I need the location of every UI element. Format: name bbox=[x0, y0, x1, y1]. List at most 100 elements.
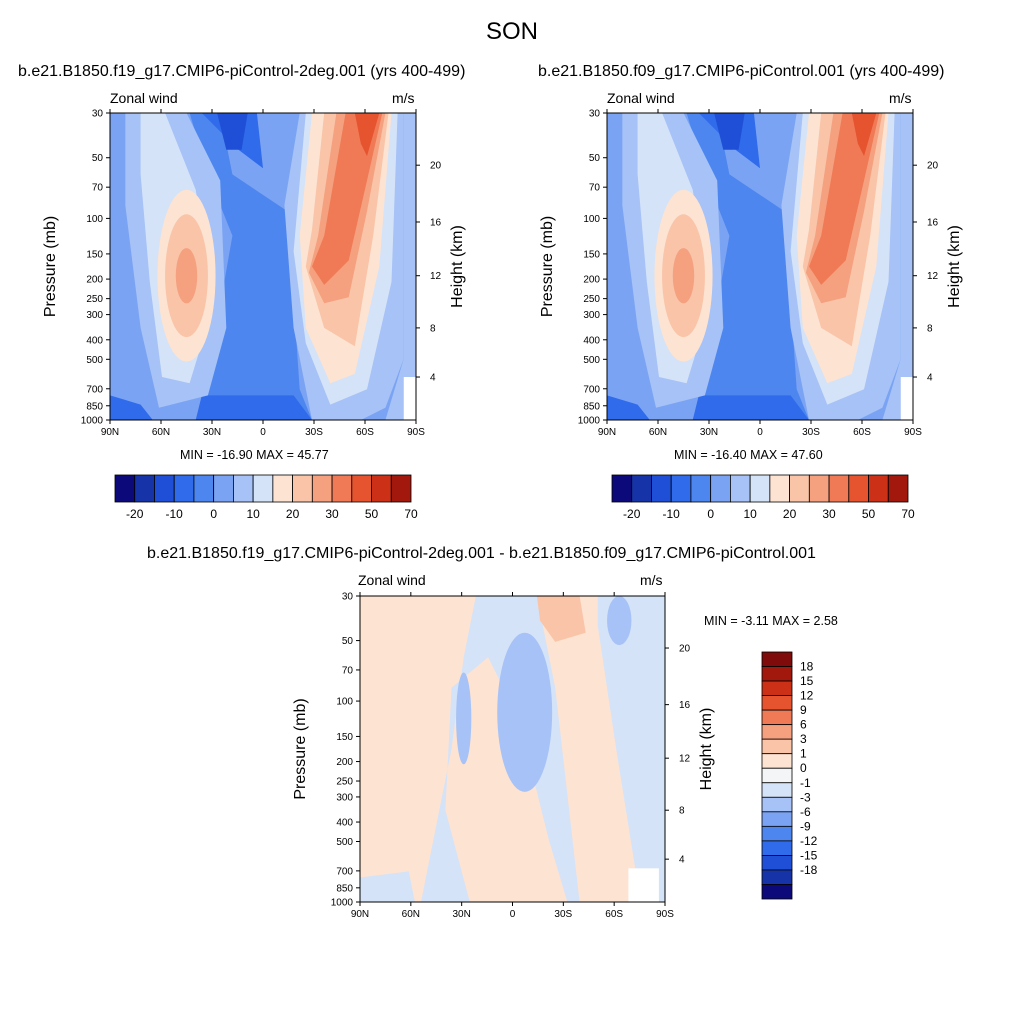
colorbar-swatch bbox=[631, 474, 652, 503]
colorbar-swatch bbox=[761, 680, 793, 696]
contour-fill bbox=[672, 248, 695, 304]
y-tick-label: 150 bbox=[336, 732, 353, 743]
colorbar-swatch bbox=[331, 474, 353, 503]
y-tick-label: 250 bbox=[86, 294, 103, 305]
contour-fill bbox=[607, 395, 650, 420]
page-title: SON bbox=[485, 18, 538, 45]
plot-frame-2: 90N 60N 30N 0 30S 60S 90S 30 50 70 100 150 200 250 300… bbox=[539, 109, 963, 439]
colorbar-label: -18 bbox=[800, 863, 818, 877]
y-tick-label: 100 bbox=[336, 697, 353, 708]
plot-frame-3: 90N 60N 30N 0 30S 60S 90S 30 50 70 100 150 200 250 300… bbox=[292, 592, 715, 921]
contour-fill bbox=[360, 871, 415, 902]
x-tick-label: 60N bbox=[402, 909, 420, 920]
colorbar-label: 1 bbox=[800, 747, 807, 761]
colorbar-label: 50 bbox=[862, 507, 876, 521]
x-tick-label: 30N bbox=[203, 427, 221, 438]
contour-fill bbox=[809, 113, 880, 285]
y-tick-label: 850 bbox=[583, 401, 600, 412]
colorbar-label: 30 bbox=[325, 507, 339, 521]
contour-plot-3 bbox=[360, 596, 665, 902]
x-tick-label: 90S bbox=[407, 427, 425, 438]
colorbar-swatch bbox=[769, 474, 790, 503]
y-right-tick-label: 8 bbox=[927, 323, 933, 334]
x-tick-label: 30S bbox=[802, 427, 820, 438]
panel-2-variable-label: Zonal wind bbox=[607, 90, 675, 106]
y-right-tick-label: 12 bbox=[679, 754, 691, 765]
y-right-tick-label: 16 bbox=[430, 217, 442, 228]
y-right-tick-label: 4 bbox=[430, 373, 436, 384]
y-tick-label: 50 bbox=[589, 153, 601, 164]
contour-fill bbox=[312, 113, 383, 285]
x-tick-label: 30S bbox=[554, 909, 572, 920]
y-tick-label: 300 bbox=[583, 310, 600, 321]
y-tick-label: 700 bbox=[86, 384, 103, 395]
colorbar-swatch bbox=[670, 474, 692, 503]
x-tick-label: 0 bbox=[260, 427, 266, 438]
y-tick-label: 850 bbox=[336, 883, 353, 894]
y-right-tick-label: 12 bbox=[430, 271, 442, 282]
contour-fill bbox=[195, 395, 312, 420]
contour-fill bbox=[582, 739, 614, 899]
colorbar-label: 20 bbox=[286, 507, 300, 521]
contour-fill bbox=[607, 596, 632, 645]
colorbar-label: 10 bbox=[743, 507, 757, 521]
panel-2-units-label: m/s bbox=[889, 90, 912, 106]
y-tick-label: 70 bbox=[589, 183, 601, 194]
y-tick-label: 200 bbox=[583, 275, 600, 286]
colorbar-swatch bbox=[749, 474, 771, 503]
contour-plot-1 bbox=[110, 113, 416, 420]
y-tick-label: 30 bbox=[92, 109, 104, 120]
colorbar-label: 3 bbox=[800, 732, 807, 746]
colorbar-label: -12 bbox=[800, 834, 818, 848]
contour-fill bbox=[385, 113, 416, 420]
y-tick-label: 700 bbox=[583, 384, 600, 395]
panel-3-min-max: MIN = -3.11 MAX = 2.58 bbox=[704, 614, 838, 628]
colorbar-swatch bbox=[828, 474, 850, 503]
contour-fill bbox=[354, 113, 380, 156]
colorbar-label: 12 bbox=[800, 689, 814, 703]
colorbar-swatch bbox=[193, 474, 215, 503]
colorbar-label: -9 bbox=[800, 819, 811, 833]
colorbar-swatch bbox=[272, 474, 294, 503]
y-tick-label: 250 bbox=[583, 294, 600, 305]
colorbar-swatch bbox=[252, 474, 274, 503]
x-tick-label: 60S bbox=[853, 427, 871, 438]
colorbar-swatch bbox=[761, 738, 793, 755]
panel-2-title: b.e21.B1850.f09_g17.CMIP6-piControl.001 … bbox=[538, 63, 945, 80]
panel-2-min-max: MIN = -16.40 MAX = 47.60 bbox=[674, 448, 823, 462]
x-tick-label: 30S bbox=[305, 427, 323, 438]
panel-1-min-max: MIN = -16.90 MAX = 45.77 bbox=[180, 448, 329, 462]
y-tick-label: 1000 bbox=[578, 416, 601, 427]
colorbar-swatch bbox=[761, 840, 793, 856]
y-tick-label: 400 bbox=[86, 335, 103, 346]
colorbar-swatch bbox=[292, 474, 313, 503]
y-right-tick-label: 12 bbox=[927, 271, 939, 282]
y-tick-label: 30 bbox=[589, 109, 601, 120]
panel-3-variable-label: Zonal wind bbox=[358, 572, 426, 588]
colorbar-label: -10 bbox=[663, 507, 681, 521]
colorbar-swatch bbox=[761, 724, 793, 740]
y-tick-label: 70 bbox=[342, 665, 354, 676]
colorbar-swatch bbox=[808, 474, 830, 503]
colorbar-swatch bbox=[761, 782, 793, 798]
x-tick-label: 60N bbox=[649, 427, 667, 438]
colorbar-swatch bbox=[761, 796, 793, 813]
missing-data bbox=[900, 377, 913, 420]
colorbar-swatch bbox=[761, 869, 793, 885]
y-tick-label: 500 bbox=[86, 355, 103, 366]
colorbar-swatch bbox=[761, 753, 793, 769]
y-right-tick-label: 8 bbox=[430, 323, 436, 334]
colorbar-swatch bbox=[761, 825, 793, 842]
colorbar-swatch bbox=[213, 474, 234, 503]
colorbar-label: 30 bbox=[822, 507, 836, 521]
y-tick-label: 400 bbox=[336, 818, 353, 829]
colorbar-swatch bbox=[351, 474, 372, 503]
panel-1-units-label: m/s bbox=[392, 90, 415, 106]
panel-3-title: b.e21.B1850.f19_g17.CMIP6-piControl-2deg… bbox=[147, 545, 816, 562]
y-tick-label: 200 bbox=[336, 757, 353, 768]
colorbar-swatch bbox=[789, 474, 810, 503]
colorbar-swatch bbox=[651, 474, 672, 503]
y-right-tick-label: 20 bbox=[927, 161, 939, 172]
y-tick-label: 1000 bbox=[331, 898, 354, 909]
